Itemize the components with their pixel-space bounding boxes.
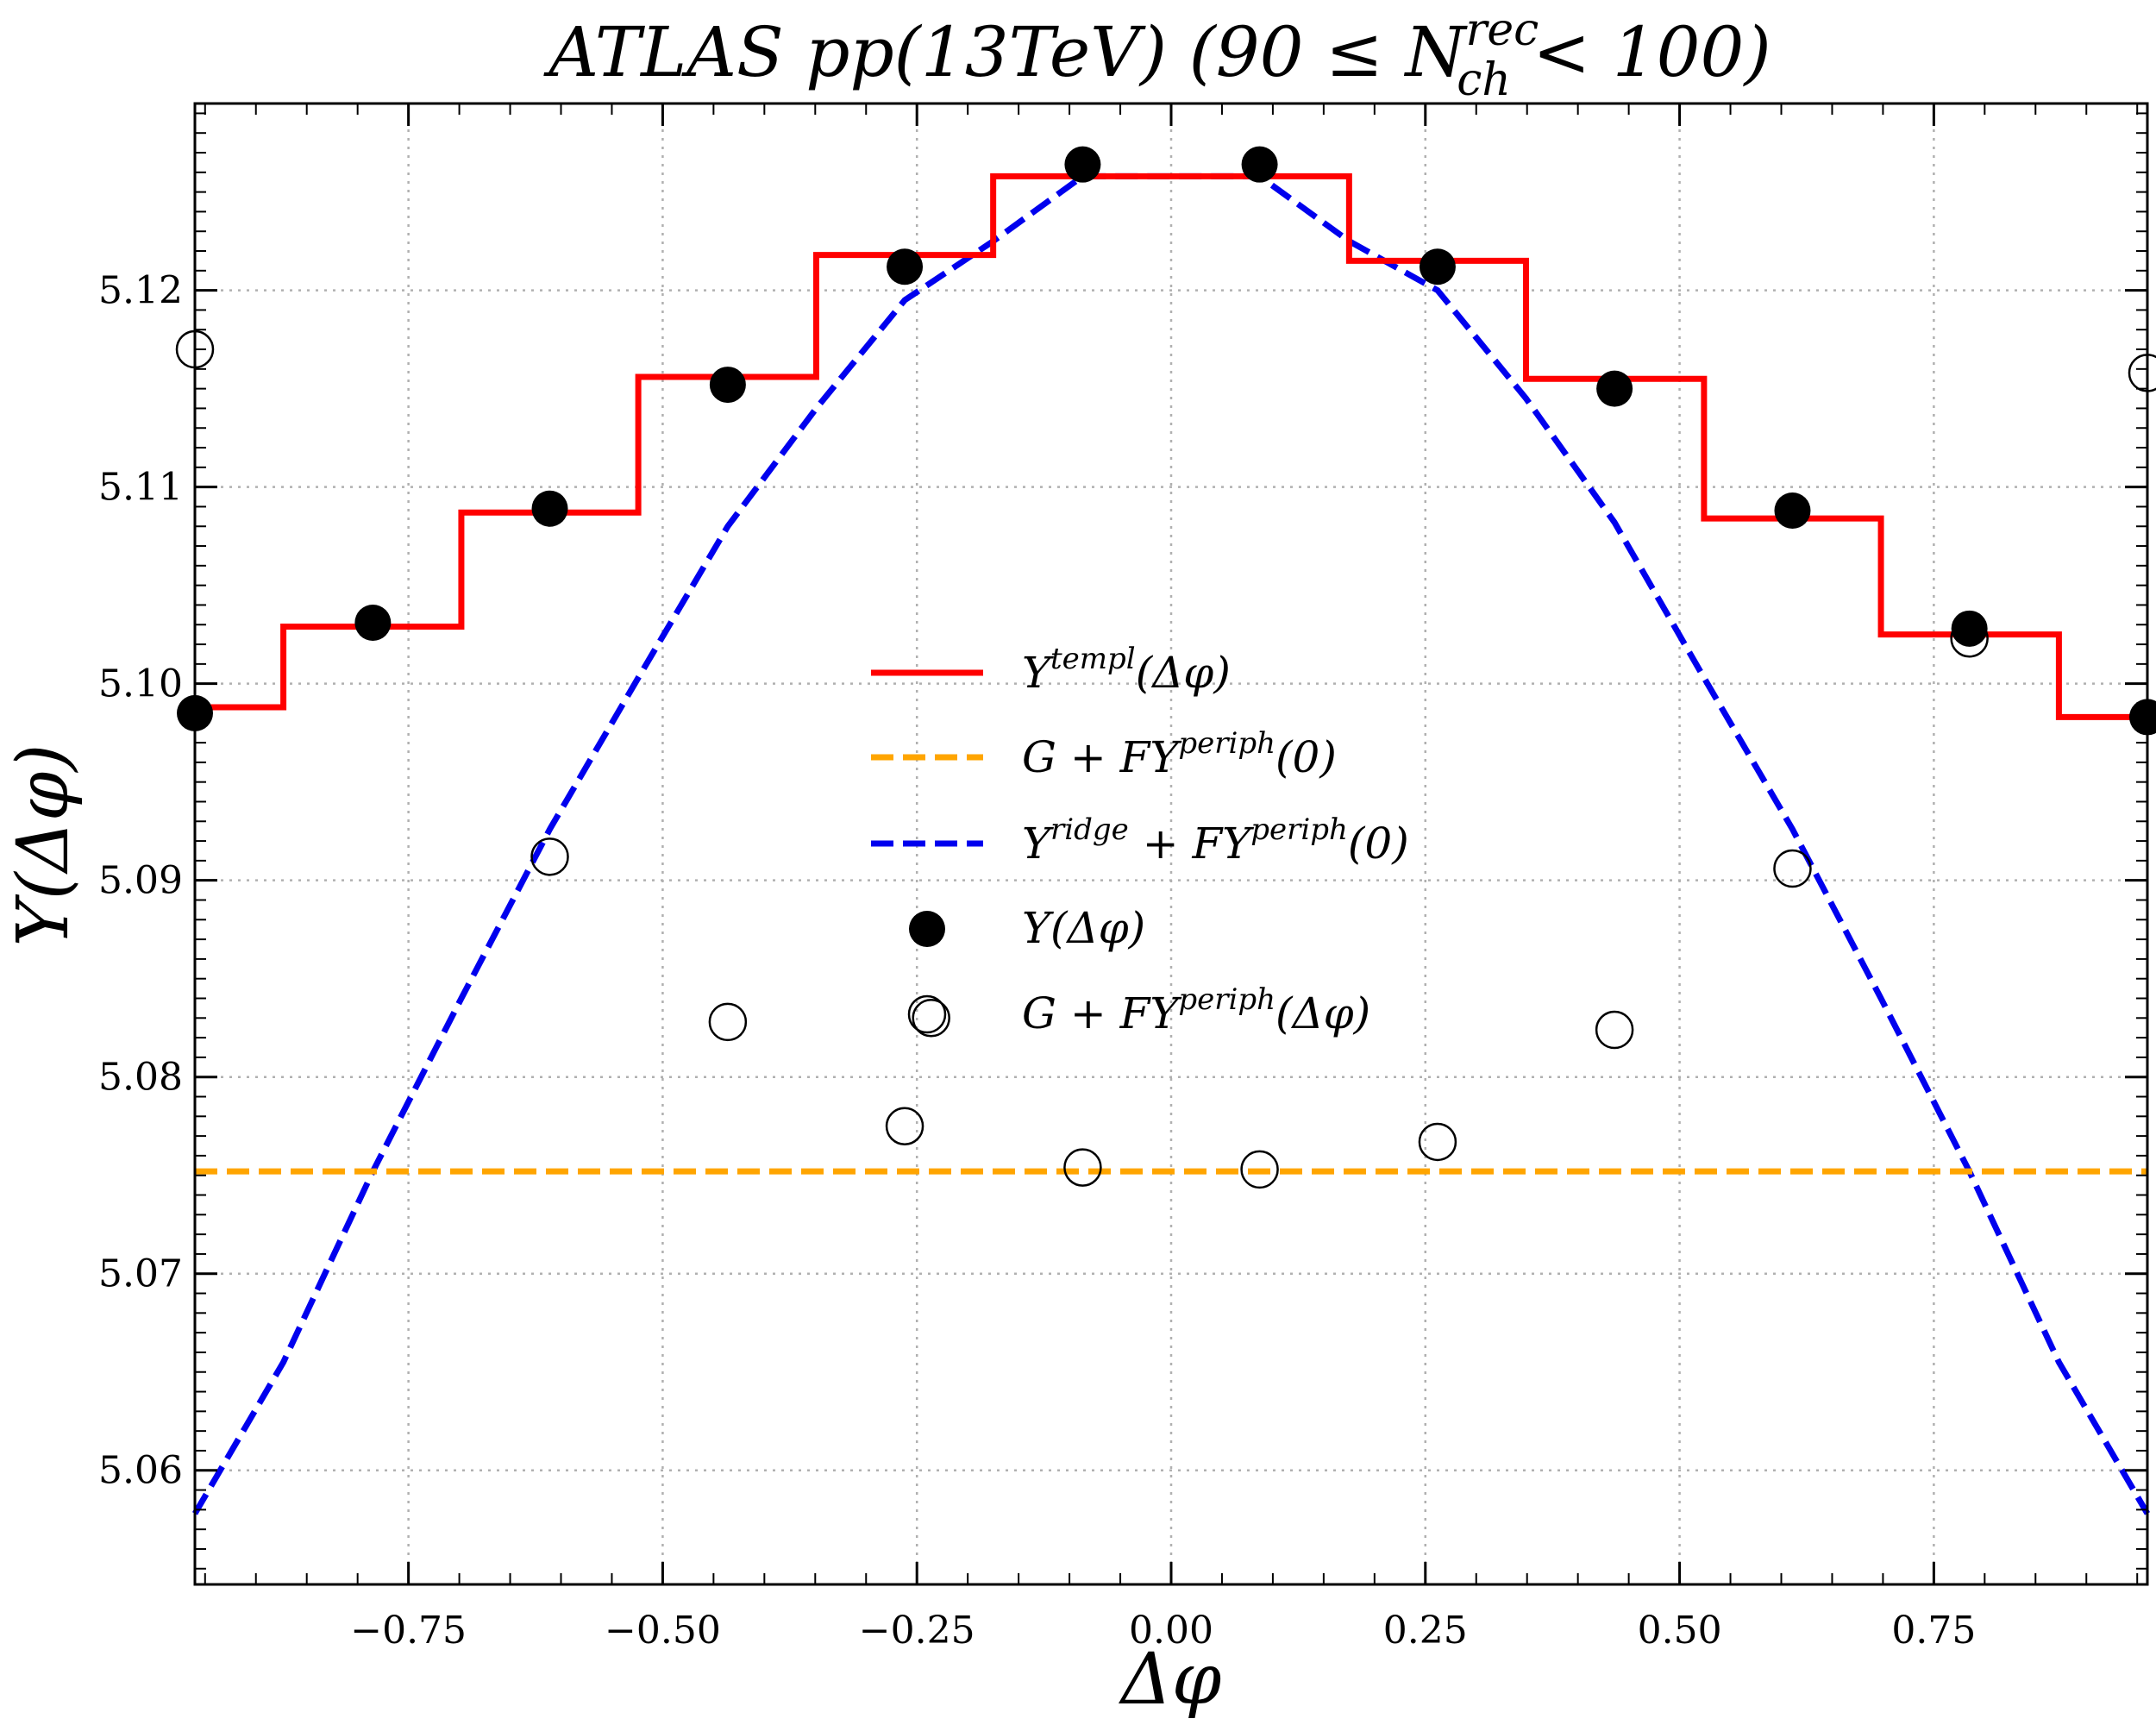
grid bbox=[195, 104, 2147, 1584]
data-point bbox=[1774, 492, 1811, 530]
y-tick-label: 5.06 bbox=[98, 1449, 183, 1493]
legend-label-templ: Ytempl(Δφ) bbox=[1022, 642, 1231, 698]
title-main: ATLAS pp(13TeV) (90 ≤ N bbox=[542, 12, 1468, 92]
data-point bbox=[354, 604, 392, 641]
data-point bbox=[1064, 146, 1101, 183]
y-tick-label: 5.09 bbox=[98, 859, 183, 903]
y-tick-labels: 5.06 5.07 5.08 5.09 5.10 5.11 5.12 bbox=[98, 269, 183, 1493]
periph-point bbox=[708, 1002, 748, 1042]
periph-point bbox=[1773, 849, 1812, 888]
x-tick-label: −0.75 bbox=[350, 1609, 467, 1653]
data-point bbox=[1951, 610, 1988, 647]
legend: Ytempl(Δφ) G + FYperiph(0) Yridge + FYpe… bbox=[871, 642, 1409, 1038]
data-point bbox=[1419, 248, 1456, 285]
periph-point bbox=[1418, 1122, 1457, 1162]
periph-point bbox=[912, 999, 950, 1038]
y-axis-label: Y(Δφ) bbox=[3, 744, 85, 947]
data-point bbox=[709, 367, 746, 404]
periph-point bbox=[885, 1107, 924, 1145]
x-tick-label: −0.25 bbox=[859, 1609, 975, 1653]
periph-point bbox=[1595, 1010, 1634, 1050]
title-sub: ch bbox=[1457, 54, 1511, 106]
data-point bbox=[531, 490, 568, 527]
y-tick-label: 5.12 bbox=[98, 269, 183, 313]
legend-marker-periph bbox=[907, 994, 947, 1034]
y-tick-label: 5.07 bbox=[98, 1252, 183, 1296]
x-tick-labels: −0.75 −0.50 −0.25 0.00 0.25 0.50 0.75 bbox=[350, 1609, 1976, 1653]
x-tick-label: 0.50 bbox=[1638, 1609, 1722, 1653]
y-tick-label: 5.08 bbox=[98, 1056, 183, 1100]
series-templ-step bbox=[195, 172, 2147, 720]
x-tick-label: 0.00 bbox=[1129, 1609, 1213, 1653]
data-point bbox=[1596, 370, 1633, 407]
data-point bbox=[1241, 146, 1278, 183]
y-tick-label: 5.11 bbox=[98, 466, 183, 510]
x-tick-label: 0.25 bbox=[1383, 1609, 1468, 1653]
title-tail: < 100) bbox=[1511, 12, 1771, 92]
x-tick-label: −0.50 bbox=[605, 1609, 721, 1653]
chart-title: ATLAS pp(13TeV) (90 ≤ Nrec ch < 100) bbox=[542, 4, 1771, 106]
series-ridge-line bbox=[191, 172, 2151, 1515]
periph-point bbox=[530, 837, 569, 876]
legend-label-periph: G + FYperiph(Δφ) bbox=[1022, 982, 1370, 1038]
x-tick-label: 0.75 bbox=[1891, 1609, 1976, 1653]
y-tick-label: 5.10 bbox=[98, 662, 183, 706]
title-sup: rec bbox=[1465, 4, 1539, 56]
legend-label-flat: G + FYperiph(0) bbox=[1022, 726, 1337, 782]
periph-point bbox=[1240, 1150, 1279, 1189]
periph-point bbox=[1063, 1148, 1102, 1187]
data-point bbox=[887, 248, 924, 285]
legend-label-data: Y(Δφ) bbox=[1022, 903, 1145, 953]
ticks bbox=[195, 104, 2147, 1584]
x-axis-label: Δφ bbox=[1119, 1639, 1222, 1721]
periph-point bbox=[2128, 354, 2156, 392]
legend-marker-data bbox=[909, 911, 945, 947]
legend-label-ridge: Yridge + FYperiph(0) bbox=[1022, 812, 1409, 869]
data-point bbox=[2129, 699, 2156, 736]
